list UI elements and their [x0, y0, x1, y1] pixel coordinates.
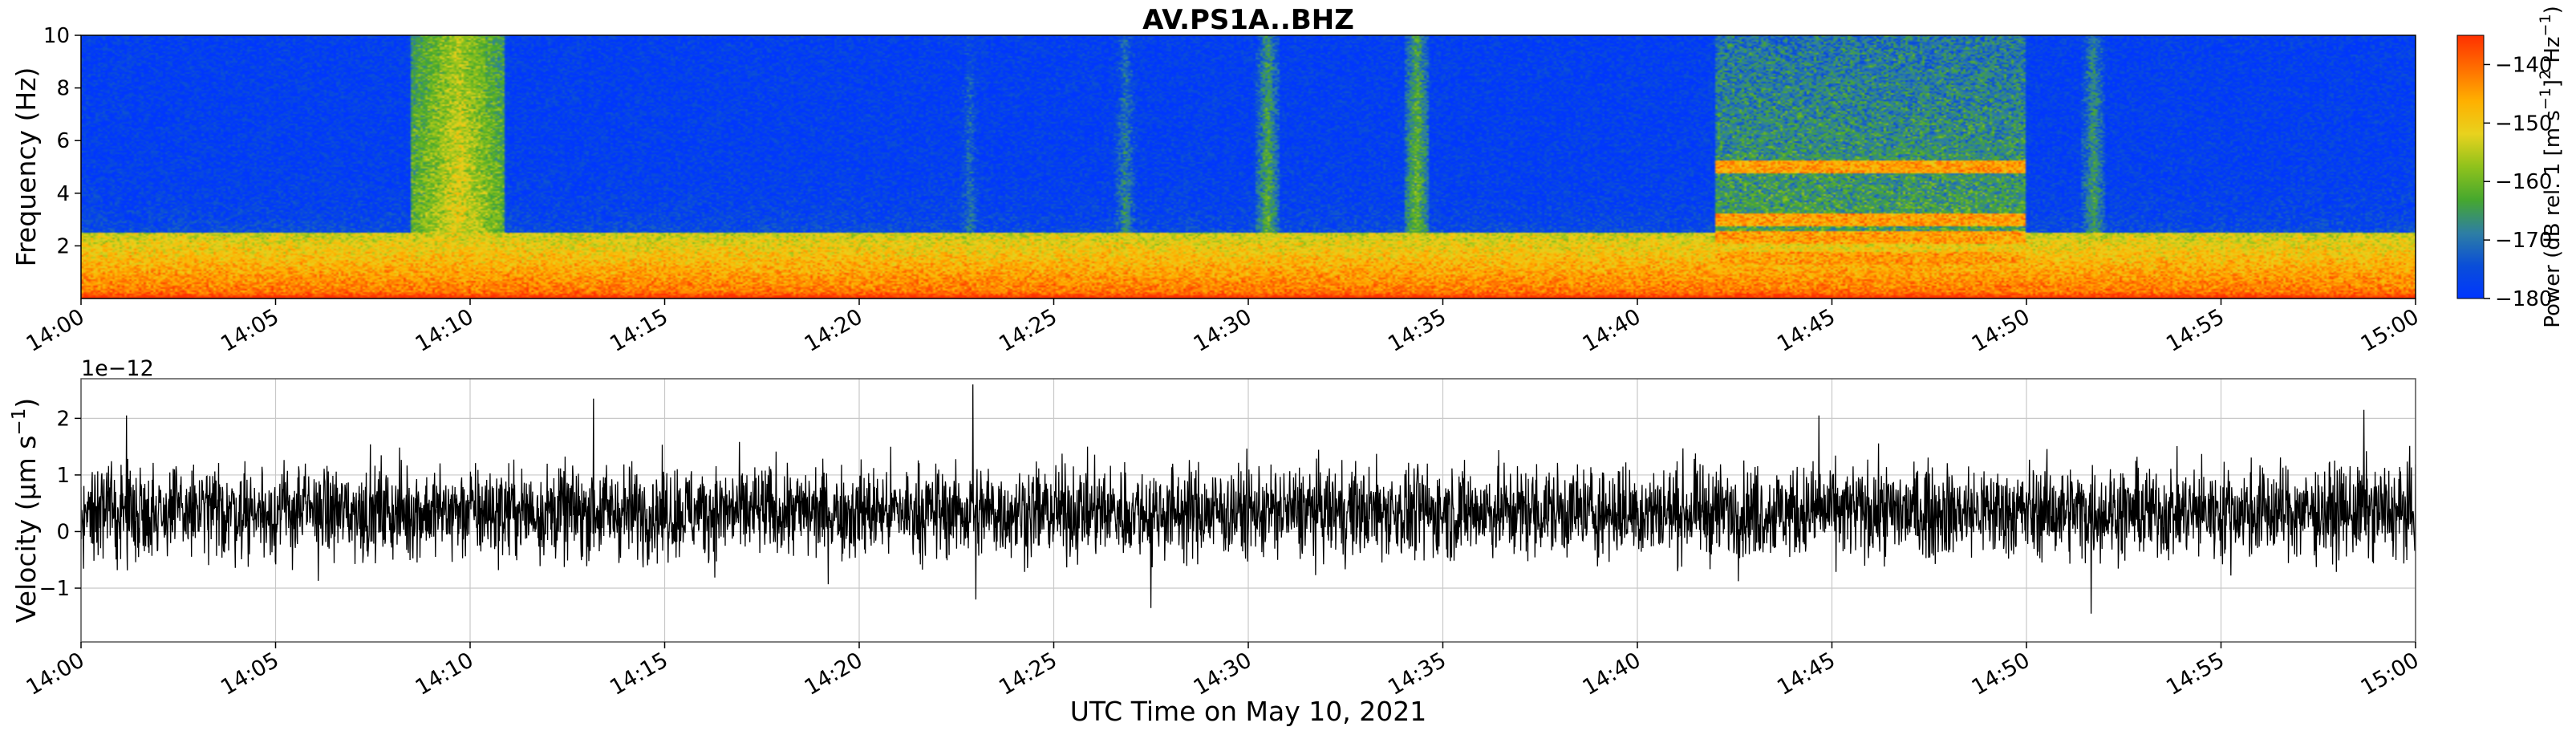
- spectrogram-x-ticks: 14:00 14:05 14:10 14:15 14:20 14:25 14:30 14:35…: [22, 298, 2424, 357]
- waveform-x-axis-label: UTC Time on May 10, 2021: [1070, 696, 1426, 727]
- colorbar-label-part: Power (dB rel. 1 [m s: [2541, 110, 2565, 328]
- colorbar: −140 −150 −160 −170 −180 Power (dB rel. 1 [m…: [2456, 6, 2565, 328]
- spectrogram-y-tick-label: 2: [56, 234, 70, 258]
- waveform-panel: −1 0 1 2 14:00 14:05 14:10 14:15 14:20 14:25 14:3…: [9, 356, 2424, 727]
- waveform-y-ticks: −1 0 1 2: [39, 407, 81, 601]
- spectrogram-y-tick-label: 8: [56, 77, 70, 101]
- spectrogram-y-ticks: 2 4 6 8 10: [43, 24, 81, 258]
- figure-title: AV.PS1A..BHZ: [1142, 4, 1354, 36]
- colorbar-tick-label: −180: [2495, 287, 2552, 311]
- spectrogram-y-tick-label: 4: [56, 182, 70, 206]
- offset-text: 1e−12: [81, 356, 154, 381]
- spectrogram-x-tick-label: 14:05: [217, 304, 283, 357]
- colorbar-label-part: ): [2541, 6, 2565, 14]
- spectrogram-x-tick-label: 14:00: [22, 304, 89, 357]
- waveform-x-tick-label: 14:10: [412, 648, 478, 701]
- spectrogram-x-tick-label: 14:40: [1579, 304, 1645, 357]
- waveform-y-label-part: ): [10, 398, 42, 408]
- waveform-y-label-part: Velocity (μm s: [10, 436, 42, 623]
- spectrogram-y-tick-label: 6: [56, 129, 70, 153]
- spectrogram-x-tick-label: 14:20: [801, 304, 867, 357]
- colorbar-label-sup: −1: [2537, 14, 2554, 36]
- velocity-trace: [81, 384, 2416, 614]
- spectrogram-x-tick-label: 14:45: [1773, 304, 1840, 357]
- waveform-x-tick-label: 14:45: [1773, 648, 1840, 701]
- waveform-y-tick-label: 0: [56, 520, 70, 544]
- waveform-x-tick-label: 15:00: [2357, 648, 2424, 701]
- colorbar-tick-label: −140: [2495, 53, 2552, 77]
- colorbar-tick-label: −160: [2495, 170, 2552, 194]
- spectrogram-x-tick-label: 14:35: [1384, 304, 1450, 357]
- spectrogram-x-tick-label: 14:30: [1190, 304, 1256, 357]
- waveform-x-tick-label: 14:55: [2162, 648, 2229, 701]
- colorbar-tick-label: −150: [2495, 112, 2552, 136]
- waveform-y-tick-label: −1: [39, 577, 70, 601]
- colorbar-ticks: −140 −150 −160 −170 −180: [2484, 53, 2552, 311]
- waveform-x-tick-label: 14:35: [1384, 648, 1450, 701]
- colorbar-label-part: Hz: [2541, 36, 2565, 69]
- waveform-x-tick-label: 14:05: [217, 648, 283, 701]
- waveform-x-tick-label: 14:15: [606, 648, 672, 701]
- waveform-x-tick-label: 14:20: [801, 648, 867, 701]
- spectrogram-x-tick-label: 14:10: [412, 304, 478, 357]
- waveform-x-tick-label: 14:00: [22, 648, 89, 701]
- spectrogram-heatmap: [81, 35, 2416, 298]
- colorbar-label-sup: −1: [2537, 87, 2554, 110]
- waveform-x-tick-label: 14:50: [1968, 648, 2034, 701]
- waveform-y-label-sup: −1: [9, 408, 30, 436]
- waveform-y-tick-label: 2: [56, 407, 70, 431]
- colorbar-scale: [2456, 35, 2485, 299]
- spectrogram-x-tick-label: 14:50: [1968, 304, 2034, 357]
- colorbar-label: Power (dB rel. 1 [m s−1]2 Hz−1): [2537, 6, 2565, 327]
- waveform-y-tick-label: 1: [56, 464, 70, 488]
- colorbar-label-part: ]: [2541, 79, 2565, 87]
- waveform-x-tick-label: 14:30: [1190, 648, 1256, 701]
- spectrogram-x-tick-label: 15:00: [2357, 304, 2424, 357]
- spectrogram-x-tick-label: 14:25: [995, 304, 1061, 357]
- colorbar-tick-label: −170: [2495, 229, 2552, 253]
- waveform-x-tick-label: 14:25: [995, 648, 1061, 701]
- spectrogram-x-tick-label: 14:15: [606, 304, 672, 357]
- waveform-x-ticks: 14:00 14:05 14:10 14:15 14:20 14:25 14:30 14:35…: [22, 642, 2424, 701]
- spectrogram-x-tick-label: 14:55: [2162, 304, 2229, 357]
- waveform-x-tick-label: 14:40: [1579, 648, 1645, 701]
- waveform-y-axis-label: Velocity (μm s−1): [9, 398, 42, 623]
- spectrogram-y-tick-label: 10: [43, 24, 70, 48]
- spectrogram-y-axis-label: Frequency (Hz): [10, 67, 42, 267]
- colorbar-label-sup: 2: [2537, 70, 2554, 79]
